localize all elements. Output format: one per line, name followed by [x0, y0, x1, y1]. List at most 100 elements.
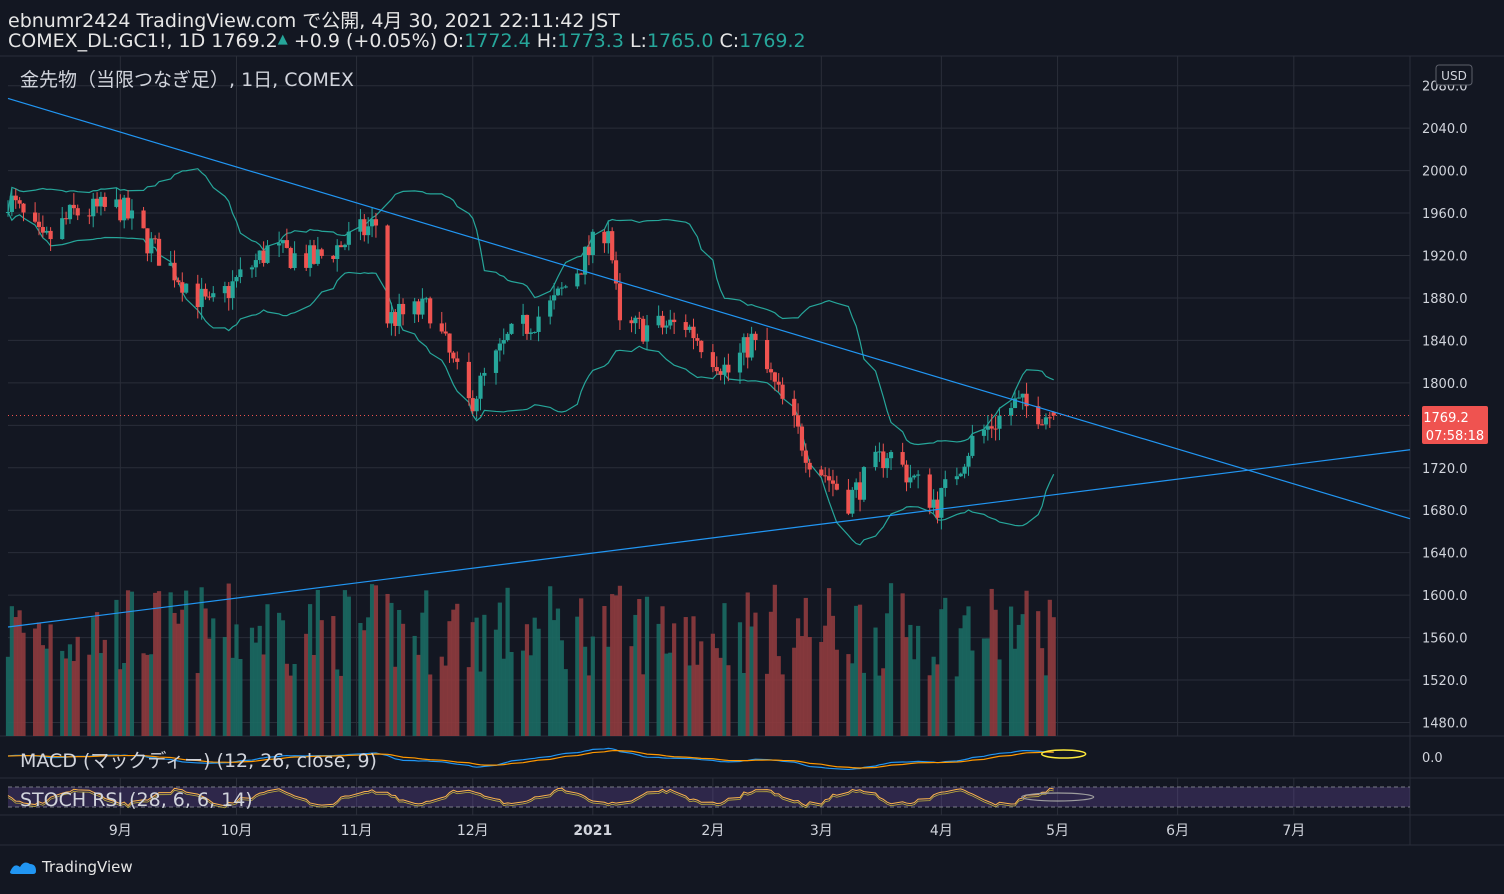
price-axis[interactable]: 2080.02040.02000.01960.01920.01880.01840…: [1422, 80, 1468, 732]
volume-bar: [141, 653, 146, 736]
volume-bar: [71, 661, 76, 736]
volume-bar: [966, 606, 971, 736]
volume-bar: [156, 591, 162, 736]
volume-bar: [342, 590, 348, 736]
volume-bar: [63, 658, 69, 736]
volume-bar: [997, 659, 1002, 736]
volume-bar: [768, 611, 774, 736]
volume-bar: [249, 627, 255, 736]
volume-bar: [369, 584, 375, 736]
volume-bar: [346, 596, 351, 736]
volume-bar: [168, 592, 173, 736]
volume-bar: [478, 671, 483, 736]
candle-body: [668, 319, 673, 326]
x-tick-label: 7月: [1282, 823, 1305, 839]
volume-bar: [764, 673, 770, 736]
time-axis[interactable]: 9月 10月 11月 12月 2021 2月 3月 4月 5月 6月 7月: [109, 823, 1305, 839]
tradingview-logo[interactable]: TradingView: [8, 858, 133, 876]
volume-bar: [393, 666, 398, 736]
volume-bar: [563, 669, 568, 736]
candle-body: [284, 240, 289, 248]
volume-bar: [749, 626, 754, 736]
volume-bar: [830, 615, 836, 736]
volume-bar: [1008, 606, 1014, 736]
candle-body: [265, 245, 270, 263]
candle-body: [48, 230, 53, 240]
candle-body: [888, 452, 894, 459]
volume-bar: [908, 624, 913, 736]
candle-body: [1020, 393, 1025, 398]
y-tick-label: 2000.0: [1422, 165, 1468, 180]
candle-body: [451, 352, 456, 359]
candle-body: [33, 212, 38, 222]
candle-body: [602, 231, 607, 244]
volume-bar: [962, 615, 967, 736]
currency-label: USD: [1441, 69, 1467, 83]
candle-body: [493, 350, 499, 373]
candle-body: [966, 455, 971, 467]
candle-body: [420, 298, 425, 315]
currency-badge[interactable]: [1435, 64, 1473, 86]
y-tick-label: 2040.0: [1422, 122, 1468, 137]
volume-bar: [211, 618, 216, 736]
volume-bar: [1016, 624, 1021, 736]
volume-bar: [726, 665, 731, 736]
volume-bar: [373, 585, 379, 736]
candle-body: [455, 358, 460, 362]
candle-body: [792, 398, 797, 416]
candle-body: [1039, 424, 1045, 426]
candle-body: [846, 489, 851, 514]
trendlines[interactable]: [7, 97, 1411, 628]
candle-body: [474, 398, 479, 412]
candle-body: [536, 316, 541, 332]
candle-body: [129, 210, 135, 219]
candle-body: [172, 262, 177, 281]
candle-body: [1012, 398, 1018, 409]
volume-bar: [927, 675, 932, 736]
stoch-d-line: [7, 789, 1054, 809]
volume-bar: [482, 614, 487, 736]
volume-bar: [412, 635, 417, 736]
volume-bar: [610, 594, 615, 736]
volume-bar: [304, 633, 309, 736]
candle-body: [505, 333, 510, 341]
volume-bar: [846, 654, 851, 736]
volume-bar: [714, 648, 719, 736]
volume-bar: [338, 675, 344, 736]
high-value: 1773.3: [557, 30, 624, 52]
macd-highlight: [1040, 749, 1087, 759]
volume-bar: [699, 641, 704, 736]
high-label: H:: [536, 30, 558, 52]
y-tick-label: 1600.0: [1422, 589, 1468, 604]
candle-body: [714, 367, 719, 372]
candle-body: [873, 451, 878, 468]
volume-bar: [87, 654, 92, 736]
candle-body: [67, 204, 73, 220]
volume-bar: [888, 583, 894, 736]
volume-bar: [319, 620, 324, 736]
candle-body: [722, 364, 727, 375]
volume-bar: [400, 623, 406, 736]
upper-band: [7, 168, 1054, 446]
volume-bar: [532, 617, 537, 736]
candle-body: [145, 228, 150, 254]
tradingview-logo-icon: [10, 862, 36, 874]
volume-bar: [172, 612, 177, 736]
volume-bar: [451, 609, 456, 736]
volume-bar: [125, 590, 131, 736]
open-label: O:: [443, 30, 465, 52]
candle-body: [44, 230, 49, 233]
candle-body: [656, 315, 661, 326]
volume-bar: [497, 602, 502, 736]
macd-line: [7, 747, 1054, 771]
candle-body: [970, 435, 975, 456]
change-value: +0.9 (+0.05%): [293, 30, 438, 52]
volume-bar: [633, 614, 638, 736]
candle-body: [369, 219, 375, 227]
candle-body: [559, 287, 564, 289]
volume-bar: [33, 628, 38, 736]
y-tick-label: 1880.0: [1422, 292, 1468, 307]
ascending-trendline: [7, 449, 1411, 628]
candle-body: [699, 340, 704, 353]
